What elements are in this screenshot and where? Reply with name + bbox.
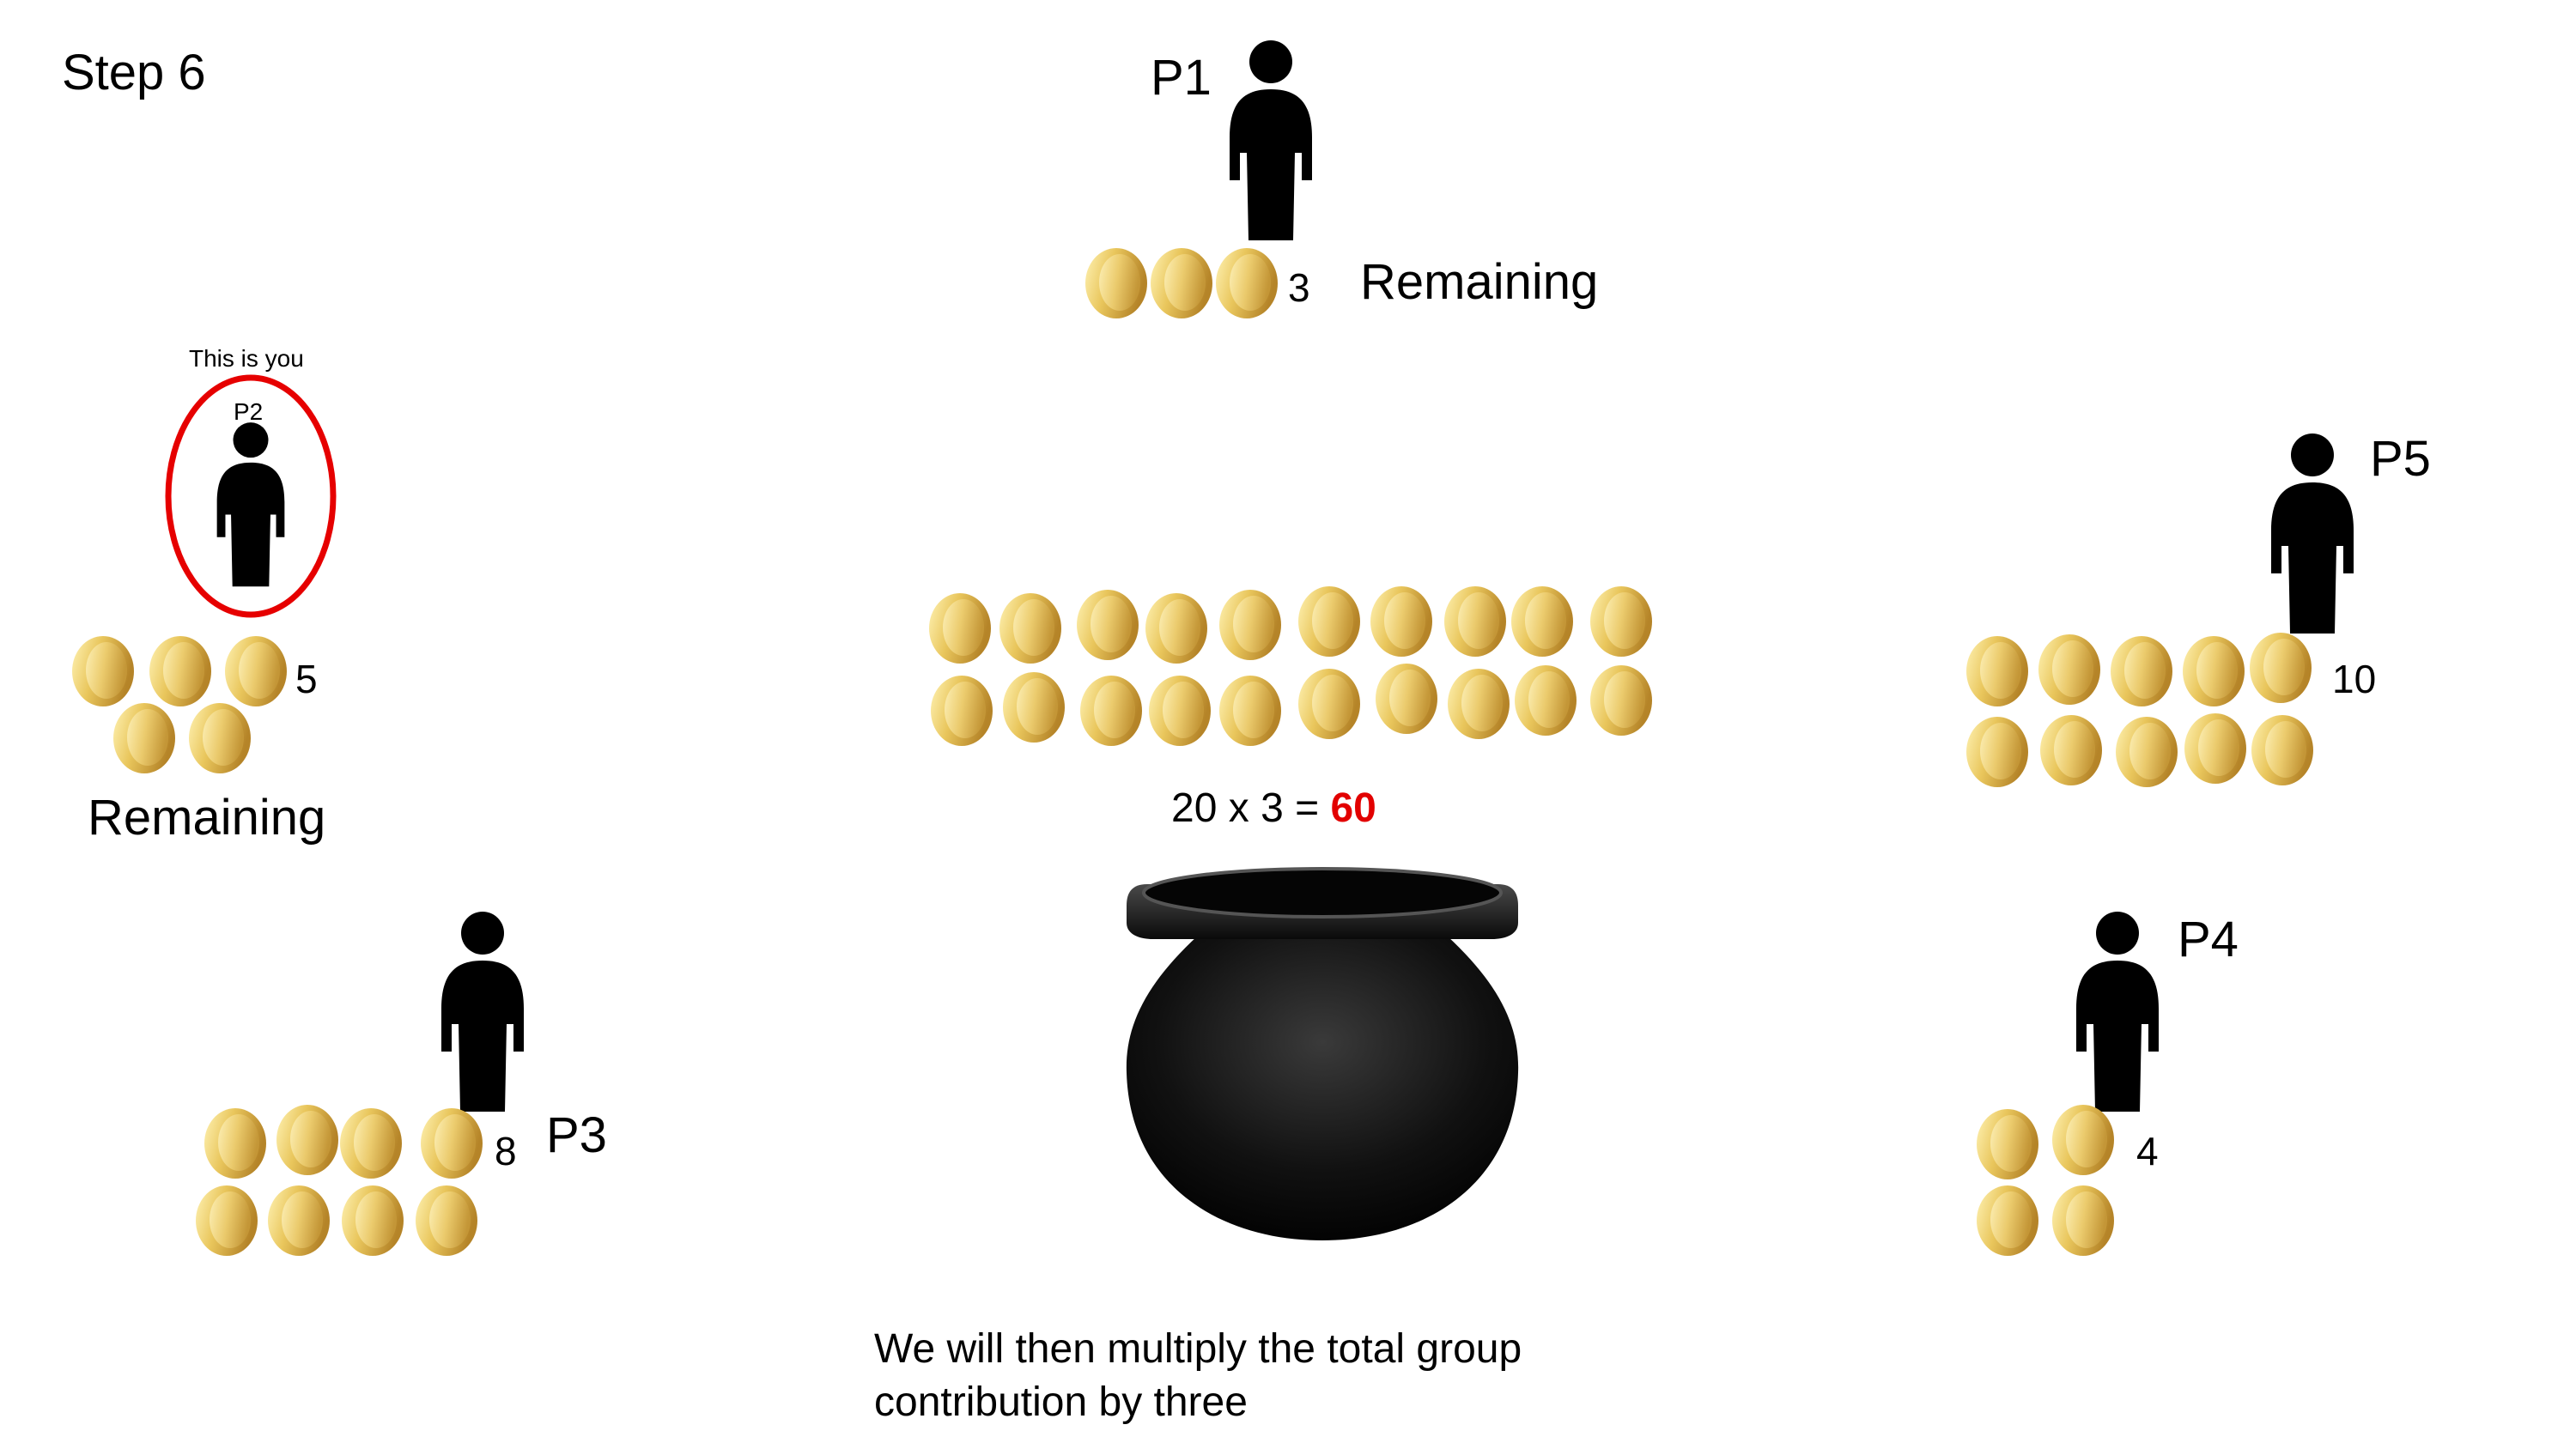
- p5-coins: [1966, 633, 2313, 787]
- p4-figure-icon: [2076, 912, 2159, 1112]
- p3-count: 8: [495, 1129, 517, 1173]
- p4-count: 4: [2136, 1129, 2159, 1173]
- p2-count: 5: [295, 657, 318, 701]
- black-pot-icon: [1126, 867, 1519, 1240]
- pot-result: 60: [1330, 785, 1376, 831]
- step-label: Step 6: [62, 45, 206, 100]
- caption-line-2: contribution by three: [874, 1379, 1248, 1425]
- p3-figure-icon: [441, 912, 524, 1112]
- p1-figure-icon: [1230, 40, 1312, 240]
- pot-multiplier: 3: [1261, 785, 1284, 831]
- pot-coins: [929, 586, 1652, 746]
- you-label: This is you: [189, 345, 304, 372]
- p2-status: Remaining: [88, 790, 326, 846]
- pot-total: 20: [1171, 785, 1218, 831]
- p5-label: P5: [2370, 431, 2431, 487]
- p2-label: P2: [234, 398, 264, 425]
- p5-figure-icon: [2271, 433, 2354, 634]
- pot-equation: 20 x 3 = 60: [1171, 785, 1376, 831]
- p2-figure-icon: [216, 422, 285, 587]
- p1-label: P1: [1151, 50, 1212, 106]
- p4-coins: [1977, 1105, 2114, 1256]
- caption-line-1: We will then multiply the total group: [874, 1326, 1522, 1372]
- p3-coins: [196, 1105, 483, 1256]
- p3-label: P3: [546, 1107, 607, 1163]
- p2-coins: [72, 636, 287, 773]
- p5-count: 10: [2332, 657, 2377, 701]
- p1-status: Remaining: [1360, 254, 1599, 310]
- p1-count: 3: [1288, 265, 1310, 310]
- p1-coins: [1085, 248, 1278, 318]
- p4-label: P4: [2178, 912, 2239, 967]
- you-ring: [165, 374, 337, 618]
